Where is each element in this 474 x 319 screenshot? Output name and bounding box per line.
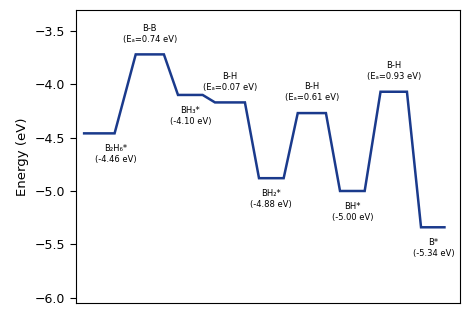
Text: B-B
(Eₐ=0.74 eV): B-B (Eₐ=0.74 eV): [123, 24, 177, 44]
Text: B-H
(Eₐ=0.93 eV): B-H (Eₐ=0.93 eV): [367, 61, 421, 81]
Y-axis label: Energy (eV): Energy (eV): [17, 117, 29, 196]
Text: B-H
(Eₐ=0.07 eV): B-H (Eₐ=0.07 eV): [203, 72, 257, 92]
Text: BH*
(-5.00 eV): BH* (-5.00 eV): [332, 202, 373, 222]
Text: BH₃*
(-4.10 eV): BH₃* (-4.10 eV): [170, 106, 211, 126]
Text: B-H
(Eₐ=0.61 eV): B-H (Eₐ=0.61 eV): [285, 82, 339, 102]
Text: B₂H₆*
(-4.46 eV): B₂H₆* (-4.46 eV): [95, 144, 137, 164]
Text: B*
(-5.34 eV): B* (-5.34 eV): [412, 238, 454, 258]
Text: BH₂*
(-4.88 eV): BH₂* (-4.88 eV): [250, 189, 292, 209]
